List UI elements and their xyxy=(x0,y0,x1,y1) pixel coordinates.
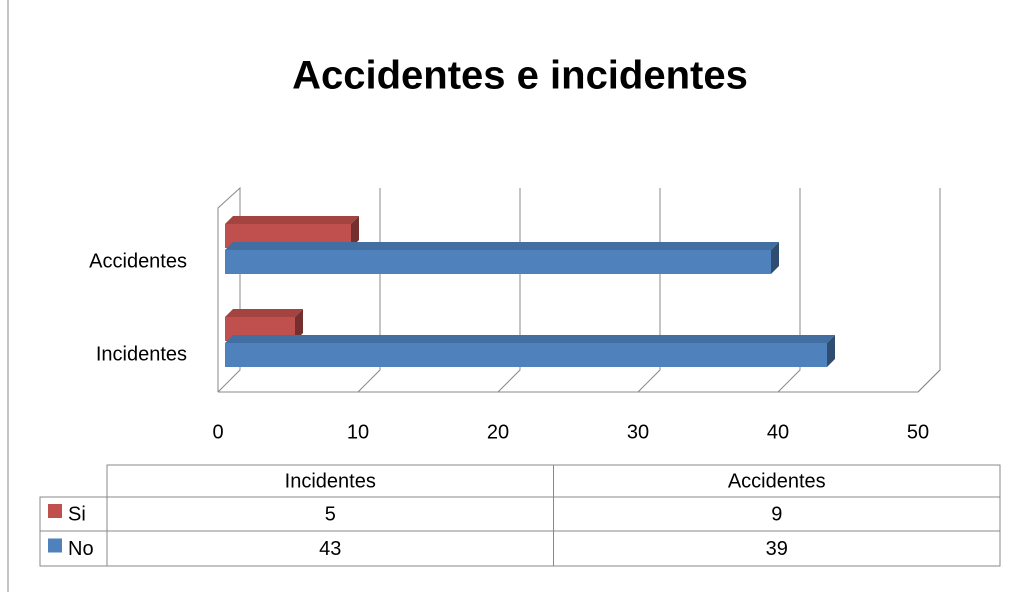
grid-line xyxy=(917,188,941,393)
legend-label: No xyxy=(68,538,94,560)
x-tick-label: 10 xyxy=(347,421,369,443)
bar-top xyxy=(225,309,303,317)
legend-key xyxy=(48,538,62,553)
bar-top xyxy=(225,242,779,250)
x-tick-label: 40 xyxy=(767,421,789,443)
legend-key xyxy=(48,504,62,518)
bar-side xyxy=(771,242,779,274)
table-value: 9 xyxy=(771,503,782,525)
legend-label: Si xyxy=(68,503,86,525)
bar xyxy=(225,343,827,367)
chart-title: Accidentes e incidentes xyxy=(292,54,748,98)
bar-top xyxy=(225,335,835,343)
grid-line xyxy=(777,188,801,393)
x-tick-label: 50 xyxy=(907,421,929,443)
x-tick-label: 20 xyxy=(487,421,509,443)
table-header-label: Accidentes xyxy=(728,470,826,492)
y-tick-label: Accidentes xyxy=(89,250,187,272)
bar-top xyxy=(225,216,359,224)
x-tick-label: 30 xyxy=(627,421,649,443)
table-value: 5 xyxy=(325,503,336,525)
bar-side xyxy=(827,335,835,367)
bar-side xyxy=(295,309,303,341)
table-value: 43 xyxy=(319,538,341,560)
floor xyxy=(218,369,941,393)
table-value: 39 xyxy=(766,538,788,560)
y-tick-label: Incidentes xyxy=(96,343,187,365)
x-tick-label: 0 xyxy=(212,421,223,443)
table-header-label: Incidentes xyxy=(285,470,376,492)
bar-side xyxy=(351,216,359,248)
bar xyxy=(225,250,771,274)
